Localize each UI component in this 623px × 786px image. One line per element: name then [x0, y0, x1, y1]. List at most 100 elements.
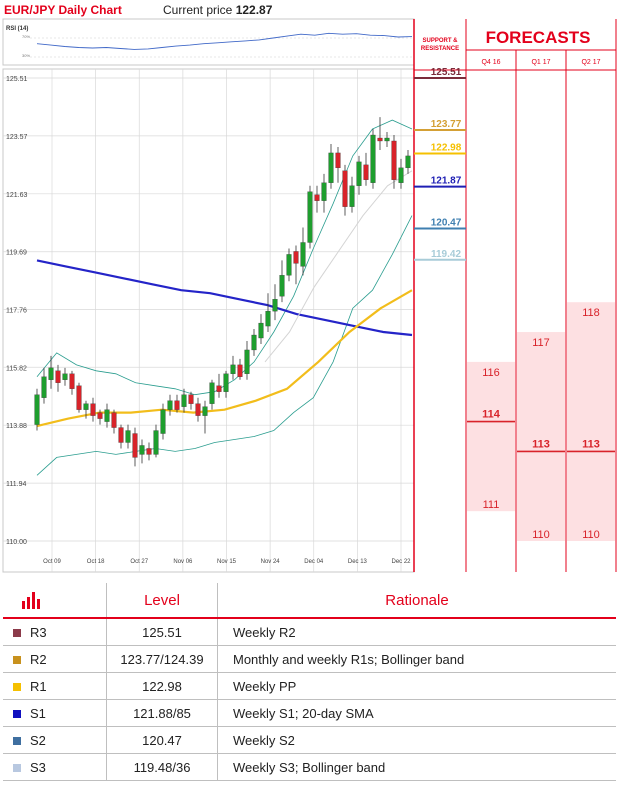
- levels-icon-cell: [3, 583, 107, 619]
- y-tick-label: 123.57: [6, 134, 28, 141]
- level-label-r2: 123.77: [431, 119, 462, 130]
- level-color-swatch: [13, 656, 21, 665]
- candle-body: [153, 430, 159, 455]
- candle-body: [69, 373, 75, 389]
- rsi-label: RSI (14): [6, 26, 28, 32]
- table-row: S2 120.47 Weekly S2: [3, 726, 616, 754]
- candle-body: [321, 182, 327, 201]
- candle-body: [230, 364, 236, 374]
- level-value: 122.98: [106, 672, 218, 700]
- x-tick-label: Oct 18: [87, 559, 105, 565]
- rsi-line: [36, 32, 413, 50]
- sma20-line: [264, 170, 413, 363]
- candle-body: [272, 299, 278, 312]
- current-price-value: 122.87: [235, 3, 273, 17]
- level-label-s2: 120.47: [431, 217, 462, 228]
- level-rationale: Monthly and weekly R1s; Bollinger band: [217, 645, 616, 673]
- level-id: R3: [30, 624, 47, 640]
- y-tick-label: 119.69: [6, 250, 27, 257]
- price-frame: [2, 68, 415, 573]
- rsi-indicator: [30, 32, 413, 58]
- candle-body: [132, 433, 138, 458]
- forecast-bars: 116 114 111 117 113 110 118 113 110: [467, 302, 615, 541]
- level-rationale: Weekly S1; 20-day SMA: [217, 699, 616, 727]
- table-header-row: Level Rationale: [3, 583, 616, 619]
- candle-body: [244, 349, 250, 374]
- x-tick-label: Dec 22: [391, 559, 411, 565]
- candle-body: [342, 170, 348, 207]
- candle-body: [300, 242, 306, 267]
- level-value: 125.51: [106, 618, 218, 646]
- candle-body: [83, 403, 89, 410]
- x-tick-label: Nov 24: [261, 559, 281, 565]
- table-row: R1 122.98 Weekly PP: [3, 672, 616, 700]
- rsi-lower-label: 30%: [22, 53, 30, 58]
- forecast-high-label: 117: [532, 337, 550, 349]
- x-tick-label: Nov 15: [217, 559, 237, 565]
- sma200-line: [36, 259, 413, 337]
- candle-body: [202, 406, 208, 416]
- level-id: S2: [30, 732, 46, 748]
- table-row: R3 125.51 Weekly R2: [3, 618, 616, 646]
- forecast-high-label: 116: [482, 367, 500, 379]
- chart: 125.51 123.57 121.63 119.69 117.76 115.82 113.…: [2, 18, 617, 573]
- y-tick-label: 113.88: [6, 423, 27, 430]
- candle-body: [216, 385, 222, 392]
- candle-body: [139, 445, 145, 455]
- axis-ticks: 125.51 123.57 121.63 119.69 117.76 115.82 113.…: [6, 76, 411, 565]
- level-color-swatch: [13, 737, 21, 746]
- level-color-swatch: [13, 764, 21, 773]
- levels-table: Level Rationale R3 125.51 Weekly R2 R2 123.7…: [3, 583, 616, 781]
- bollinger-lower-line: [36, 215, 413, 476]
- table-row: S1 121.88/85 Weekly S1; 20-day SMA: [3, 699, 616, 727]
- level-label-s3: 119.42: [431, 249, 461, 260]
- forecast-high-label: 118: [582, 307, 600, 319]
- candle-body: [384, 137, 390, 142]
- level-label-s1: 121.87: [431, 176, 462, 187]
- y-tick-label: 125.51: [6, 76, 28, 83]
- candle-body: [349, 185, 355, 207]
- candle-body: [377, 137, 383, 142]
- bar-chart-icon: [22, 592, 40, 610]
- candle-body: [111, 412, 117, 428]
- forecast-col-q1-17: Q1 17: [531, 59, 550, 66]
- level-value: 119.48/36: [106, 753, 218, 781]
- candle-body: [391, 140, 397, 180]
- level-id-cell: S1: [3, 699, 107, 727]
- x-tick-label: Oct 09: [43, 559, 61, 565]
- candle-body: [293, 251, 299, 264]
- level-color-swatch: [13, 683, 21, 692]
- candle-body: [97, 412, 103, 419]
- level-id-cell: S2: [3, 726, 107, 754]
- candle-body: [370, 134, 376, 183]
- level-color-swatch: [13, 710, 21, 719]
- support-resistance-levels: 125.51 123.77 122.98 121.87 120.47 119.42: [414, 67, 466, 261]
- level-value: 123.77/124.39: [106, 645, 218, 673]
- candle-body: [181, 394, 187, 407]
- sr-label-2: RESISTANCE: [421, 46, 459, 52]
- level-id-cell: R1: [3, 672, 107, 700]
- candle-body: [188, 394, 194, 404]
- bollinger-bands: [36, 119, 413, 476]
- candle-body: [335, 152, 341, 169]
- candle-body: [104, 409, 110, 422]
- candle-body: [258, 322, 264, 339]
- candle-body: [76, 385, 82, 410]
- level-id-cell: R3: [3, 618, 107, 646]
- forecast-mid-label: 113: [532, 438, 550, 450]
- level-id: S1: [30, 705, 46, 721]
- level-rationale: Weekly R2: [217, 618, 616, 646]
- x-tick-label: Oct 27: [130, 559, 148, 565]
- forecast-col-q2-17: Q2 17: [581, 59, 600, 66]
- candle-body: [314, 194, 320, 201]
- candle-body: [286, 254, 292, 276]
- x-tick-label: Dec 13: [348, 559, 368, 565]
- x-tick-label: Dec 04: [304, 559, 324, 565]
- candle-body: [405, 155, 411, 169]
- forecast-low-label: 110: [582, 529, 600, 541]
- level-id: S3: [30, 759, 46, 775]
- candle-body: [174, 400, 180, 410]
- level-rationale: Weekly S3; Bollinger band: [217, 753, 616, 781]
- candle-body: [398, 167, 404, 183]
- level-id-cell: S3: [3, 753, 107, 781]
